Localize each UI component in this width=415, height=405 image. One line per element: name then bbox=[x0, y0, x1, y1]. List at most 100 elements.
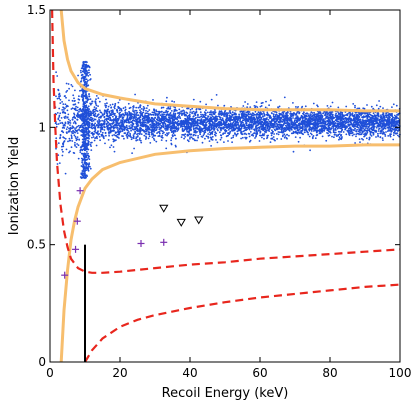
cloud-point bbox=[353, 119, 356, 122]
cloud-point bbox=[254, 121, 257, 124]
cloud-point bbox=[241, 133, 244, 136]
cloud-point bbox=[167, 124, 170, 127]
cloud-point bbox=[189, 111, 192, 113]
cloud-point bbox=[223, 115, 226, 117]
cloud-point bbox=[93, 106, 96, 108]
cloud-point bbox=[225, 114, 228, 117]
cloud-point bbox=[201, 120, 204, 122]
cloud-point bbox=[217, 129, 219, 132]
cloud-point bbox=[377, 112, 380, 115]
cloud-point bbox=[234, 113, 236, 116]
cloud-point bbox=[382, 131, 384, 133]
cloud-point bbox=[172, 124, 175, 127]
cloud-point bbox=[170, 143, 173, 146]
cloud-point bbox=[186, 134, 189, 137]
cloud-point bbox=[351, 114, 354, 117]
cloud-point bbox=[382, 113, 385, 115]
cloud-point bbox=[268, 104, 270, 107]
cloud-point bbox=[285, 113, 288, 115]
cloud-point bbox=[118, 133, 121, 135]
cloud-point bbox=[103, 116, 106, 119]
cloud-point bbox=[162, 106, 165, 109]
cloud-point bbox=[211, 123, 214, 125]
cloud-point bbox=[310, 130, 313, 132]
cloud-point bbox=[136, 136, 139, 138]
cloud-point bbox=[90, 126, 93, 128]
cloud-point bbox=[179, 120, 182, 123]
cloud-point bbox=[388, 112, 390, 115]
cloud-point bbox=[139, 139, 142, 142]
cloud-point bbox=[217, 104, 219, 107]
cloud-point bbox=[190, 136, 193, 139]
cloud-point bbox=[328, 121, 330, 124]
cloud-point bbox=[327, 134, 330, 137]
cloud-point bbox=[395, 117, 398, 120]
cloud-point bbox=[169, 117, 172, 120]
cloud-point bbox=[138, 133, 141, 136]
cloud-point bbox=[384, 133, 386, 136]
cloud-point bbox=[369, 132, 372, 135]
cloud-point bbox=[69, 122, 72, 124]
cloud-point bbox=[272, 123, 274, 125]
cloud-point bbox=[359, 121, 362, 124]
cloud-point bbox=[248, 111, 251, 113]
cloud-point bbox=[117, 118, 120, 121]
cloud-point bbox=[133, 147, 136, 150]
cloud-point bbox=[105, 111, 108, 113]
cloud-point bbox=[338, 136, 341, 139]
cloud-point bbox=[164, 133, 167, 136]
cloud-point bbox=[58, 97, 61, 100]
cloud-point bbox=[280, 129, 283, 132]
cloud-point bbox=[329, 111, 332, 113]
cloud-point bbox=[73, 103, 76, 106]
cloud-point bbox=[379, 118, 382, 121]
cloud-point bbox=[205, 109, 207, 111]
cloud-point bbox=[196, 124, 199, 126]
cloud-point bbox=[207, 127, 210, 130]
cloud-point bbox=[241, 111, 244, 114]
cloud-point bbox=[109, 129, 112, 131]
cloud-point bbox=[366, 127, 369, 130]
cloud-point bbox=[72, 116, 74, 119]
cloud-point bbox=[140, 114, 143, 116]
cloud-point bbox=[92, 111, 95, 114]
cloud-point bbox=[174, 121, 177, 124]
cloud-point bbox=[134, 93, 137, 96]
cloud-point bbox=[256, 124, 259, 127]
cloud-point bbox=[169, 115, 172, 117]
cloud-point bbox=[113, 107, 116, 110]
cloud-point bbox=[386, 118, 389, 121]
cloud-point bbox=[313, 111, 315, 114]
cloud-point bbox=[106, 108, 109, 111]
cloud-point bbox=[256, 132, 259, 135]
cloud-point bbox=[341, 126, 343, 129]
cloud-point bbox=[257, 122, 260, 125]
cloud-point bbox=[144, 117, 146, 120]
cloud-point bbox=[291, 113, 294, 116]
cloud-point bbox=[276, 138, 278, 140]
cloud-point bbox=[335, 124, 337, 127]
cloud-point bbox=[382, 122, 384, 125]
cloud-point bbox=[343, 118, 345, 120]
cloud-point bbox=[98, 122, 100, 124]
cloud-point bbox=[395, 104, 398, 107]
cloud-point bbox=[110, 130, 113, 133]
cloud-point bbox=[258, 126, 261, 129]
cloud-point bbox=[166, 107, 169, 110]
cloud-point bbox=[167, 127, 170, 129]
cloud-point bbox=[311, 136, 314, 139]
cloud-point bbox=[75, 127, 78, 129]
cloud-point bbox=[286, 114, 289, 117]
cloud-point bbox=[291, 124, 293, 126]
cloud-point bbox=[156, 132, 158, 135]
cloud-point bbox=[215, 119, 218, 122]
cloud-point bbox=[165, 147, 168, 150]
cloud-point bbox=[97, 133, 100, 136]
cloud-point bbox=[382, 107, 384, 109]
cloud-point bbox=[262, 116, 264, 118]
cloud-point bbox=[158, 126, 161, 128]
cloud-point bbox=[91, 100, 93, 103]
cloud-point bbox=[322, 124, 324, 127]
cloud-point bbox=[311, 120, 314, 122]
cloud-point bbox=[140, 129, 142, 132]
